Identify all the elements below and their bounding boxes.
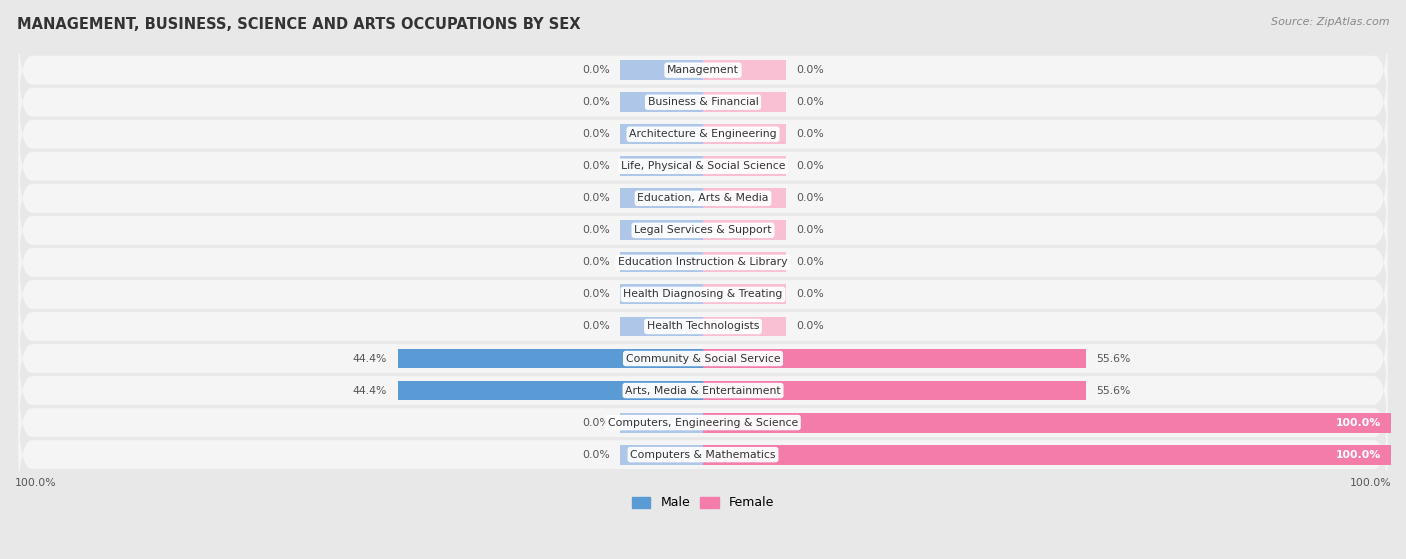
Text: 55.6%: 55.6% [1095,386,1130,396]
Text: 0.0%: 0.0% [796,97,824,107]
Text: MANAGEMENT, BUSINESS, SCIENCE AND ARTS OCCUPATIONS BY SEX: MANAGEMENT, BUSINESS, SCIENCE AND ARTS O… [17,17,581,32]
Text: Legal Services & Support: Legal Services & Support [634,225,772,235]
Text: Management: Management [666,65,740,75]
Text: 0.0%: 0.0% [796,321,824,331]
Text: Source: ZipAtlas.com: Source: ZipAtlas.com [1271,17,1389,27]
Bar [620,253,703,272]
Bar [620,285,703,304]
Text: 100.0%: 100.0% [1336,418,1381,428]
Text: 0.0%: 0.0% [582,193,610,203]
FancyBboxPatch shape [18,53,1388,152]
Text: 44.4%: 44.4% [353,386,387,396]
Text: Life, Physical & Social Science: Life, Physical & Social Science [621,161,785,171]
Text: Computers & Mathematics: Computers & Mathematics [630,449,776,459]
Text: 0.0%: 0.0% [796,65,824,75]
Legend: Male, Female: Male, Female [627,491,779,514]
FancyBboxPatch shape [18,181,1388,280]
Bar [620,413,703,433]
FancyBboxPatch shape [18,405,1388,504]
Bar [703,92,786,112]
FancyBboxPatch shape [18,373,1388,472]
FancyBboxPatch shape [18,21,1388,120]
Text: Arts, Media & Entertainment: Arts, Media & Entertainment [626,386,780,396]
Bar [620,92,703,112]
Bar [398,381,703,400]
Text: 100.0%: 100.0% [15,478,56,487]
Text: Health Diagnosing & Treating: Health Diagnosing & Treating [623,290,783,300]
Text: Business & Financial: Business & Financial [648,97,758,107]
FancyBboxPatch shape [18,84,1388,184]
Bar [703,349,1085,368]
Bar [620,188,703,209]
Bar [703,60,786,80]
Bar [703,316,786,337]
Text: 0.0%: 0.0% [796,225,824,235]
Text: Education Instruction & Library: Education Instruction & Library [619,257,787,267]
Text: 55.6%: 55.6% [1095,353,1130,363]
Text: 0.0%: 0.0% [796,290,824,300]
FancyBboxPatch shape [18,341,1388,440]
Text: 0.0%: 0.0% [582,321,610,331]
FancyBboxPatch shape [18,149,1388,248]
Text: 100.0%: 100.0% [1350,478,1391,487]
Text: 44.4%: 44.4% [353,353,387,363]
Bar [398,349,703,368]
FancyBboxPatch shape [18,277,1388,376]
Text: 0.0%: 0.0% [582,65,610,75]
Text: 0.0%: 0.0% [796,193,824,203]
Bar [620,124,703,144]
Bar [620,60,703,80]
Text: 0.0%: 0.0% [796,161,824,171]
Text: 0.0%: 0.0% [582,257,610,267]
Bar [703,253,786,272]
FancyBboxPatch shape [18,309,1388,408]
Bar [703,285,786,304]
Bar [620,316,703,337]
Text: Architecture & Engineering: Architecture & Engineering [630,129,776,139]
FancyBboxPatch shape [18,245,1388,344]
Bar [703,157,786,176]
Text: 0.0%: 0.0% [582,290,610,300]
Text: 0.0%: 0.0% [796,257,824,267]
Text: Computers, Engineering & Science: Computers, Engineering & Science [607,418,799,428]
Text: 0.0%: 0.0% [582,161,610,171]
Text: Education, Arts & Media: Education, Arts & Media [637,193,769,203]
Bar [620,157,703,176]
Bar [703,188,786,209]
Bar [703,381,1085,400]
Bar [620,220,703,240]
Text: 100.0%: 100.0% [1336,449,1381,459]
Bar [703,413,1391,433]
Text: Health Technologists: Health Technologists [647,321,759,331]
Text: 0.0%: 0.0% [796,129,824,139]
Bar [703,124,786,144]
Text: 0.0%: 0.0% [582,225,610,235]
Text: 0.0%: 0.0% [582,418,610,428]
Text: 0.0%: 0.0% [582,97,610,107]
Text: 0.0%: 0.0% [582,449,610,459]
FancyBboxPatch shape [18,213,1388,312]
Text: Community & Social Service: Community & Social Service [626,353,780,363]
Text: 0.0%: 0.0% [582,129,610,139]
Bar [620,445,703,465]
FancyBboxPatch shape [18,117,1388,216]
Bar [703,445,1391,465]
Bar [703,220,786,240]
